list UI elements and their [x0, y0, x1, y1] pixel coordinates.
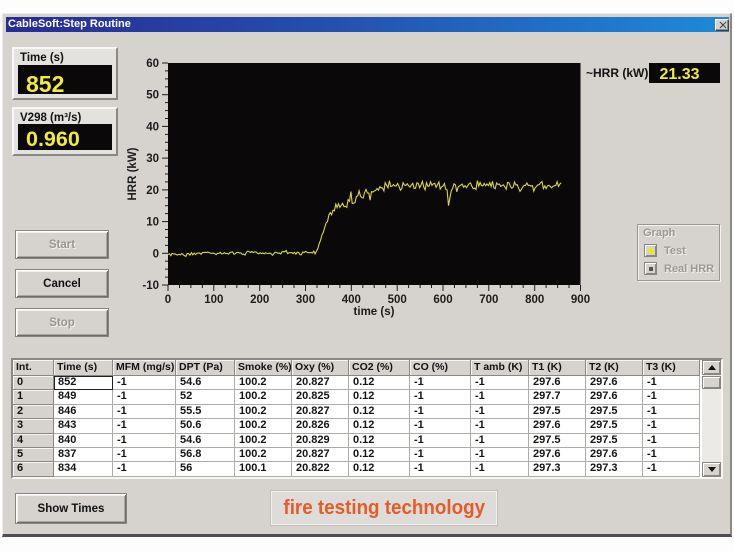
svg-text:800: 800: [525, 294, 544, 306]
svg-text:10: 10: [146, 217, 159, 229]
svg-text:20: 20: [146, 185, 159, 197]
svg-text:400: 400: [342, 294, 361, 306]
svg-text:0: 0: [165, 294, 171, 306]
svg-text:500: 500: [388, 294, 407, 306]
svg-text:900: 900: [571, 294, 590, 306]
svg-text:time (s): time (s): [354, 306, 395, 318]
svg-text:0: 0: [153, 248, 159, 260]
svg-text:600: 600: [433, 294, 452, 306]
svg-text:30: 30: [146, 153, 159, 165]
svg-text:60: 60: [146, 58, 159, 70]
svg-text:40: 40: [146, 121, 159, 133]
svg-text:300: 300: [296, 294, 315, 306]
svg-text:700: 700: [479, 294, 498, 306]
svg-text:HRR (kW): HRR (kW): [127, 147, 139, 200]
svg-text:-10: -10: [142, 280, 159, 292]
svg-text:100: 100: [204, 294, 223, 306]
svg-text:50: 50: [146, 90, 159, 102]
svg-text:200: 200: [250, 294, 269, 306]
